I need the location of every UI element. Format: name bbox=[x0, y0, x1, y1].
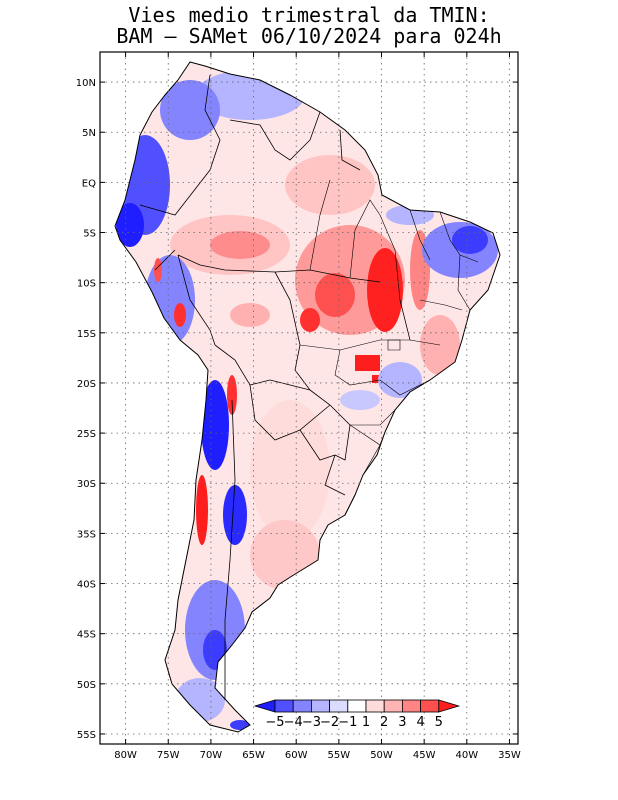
lon-tick-label: 45W bbox=[413, 750, 436, 761]
colorbar-label: −3 bbox=[302, 715, 321, 730]
lat-tick-label: 10N bbox=[76, 78, 96, 89]
colorbar: −5 −4 −3 −2 −1 1 2 3 4 5 bbox=[253, 699, 461, 730]
lat-tick-label: 20S bbox=[77, 379, 96, 390]
colorbar-label: 5 bbox=[435, 715, 443, 730]
colorbar-label: 4 bbox=[416, 715, 424, 730]
map-title-line2: BAM – SAMet 06/10/2024 para 024h bbox=[116, 24, 502, 48]
lat-tick-label: 35S bbox=[77, 529, 96, 540]
lon-tick-label: 55W bbox=[328, 750, 351, 761]
state-borders bbox=[299, 179, 479, 476]
lat-tick-label: 25S bbox=[77, 429, 96, 440]
lat-tick-label: 10S bbox=[77, 279, 96, 290]
colorbar-arrow-right bbox=[438, 699, 461, 713]
colorbar-segment bbox=[401, 699, 421, 713]
lat-tick-label: 55S bbox=[77, 730, 96, 741]
lat-tick-label: 50S bbox=[77, 680, 96, 691]
axis-ticks: 10N 5N EQ 5S 10S 15S 20S 25S 30S 35S 40S 45S 50S 55S 8… bbox=[76, 52, 521, 761]
lon-tick-label: 75W bbox=[157, 750, 180, 761]
lat-tick-label: 45S bbox=[77, 630, 96, 641]
colorbar-segment bbox=[329, 699, 349, 713]
colorbar-segment bbox=[383, 699, 403, 713]
colorbar-label: −4 bbox=[284, 715, 303, 730]
country-borders bbox=[139, 74, 381, 700]
lat-tick-label: 40S bbox=[77, 580, 96, 591]
lon-tick-label: 60W bbox=[285, 750, 308, 761]
lat-tick-label: 30S bbox=[77, 479, 96, 490]
map-title-line1: Vies medio trimestral da TMIN: bbox=[128, 3, 490, 27]
lat-tick-label: 5S bbox=[83, 229, 96, 240]
lat-tick-label: 15S bbox=[77, 329, 96, 340]
lat-tick-label: 5N bbox=[82, 128, 96, 139]
lon-tick-label: 70W bbox=[200, 750, 223, 761]
colorbar-segment bbox=[365, 699, 385, 713]
colorbar-segment bbox=[347, 699, 367, 713]
lon-tick-label: 35W bbox=[498, 750, 521, 761]
colorbar-label: 1 bbox=[362, 715, 370, 730]
lon-tick-label: 40W bbox=[456, 750, 479, 761]
colorbar-label: −1 bbox=[338, 715, 357, 730]
colorbar-label: 2 bbox=[380, 715, 388, 730]
coastline bbox=[114, 61, 501, 733]
lon-tick-label: 50W bbox=[370, 750, 393, 761]
colorbar-label: 3 bbox=[398, 715, 406, 730]
colorbar-segment bbox=[420, 699, 440, 713]
colorbar-label: −5 bbox=[265, 715, 284, 730]
colorbar-segment bbox=[274, 699, 294, 713]
lon-tick-label: 80W bbox=[114, 750, 137, 761]
colorbar-label: −2 bbox=[320, 715, 339, 730]
lon-tick-label: 65W bbox=[242, 750, 265, 761]
graticule bbox=[100, 52, 518, 744]
colorbar-segment bbox=[292, 699, 312, 713]
lat-tick-label: EQ bbox=[82, 178, 96, 189]
colorbar-segment bbox=[310, 699, 330, 713]
